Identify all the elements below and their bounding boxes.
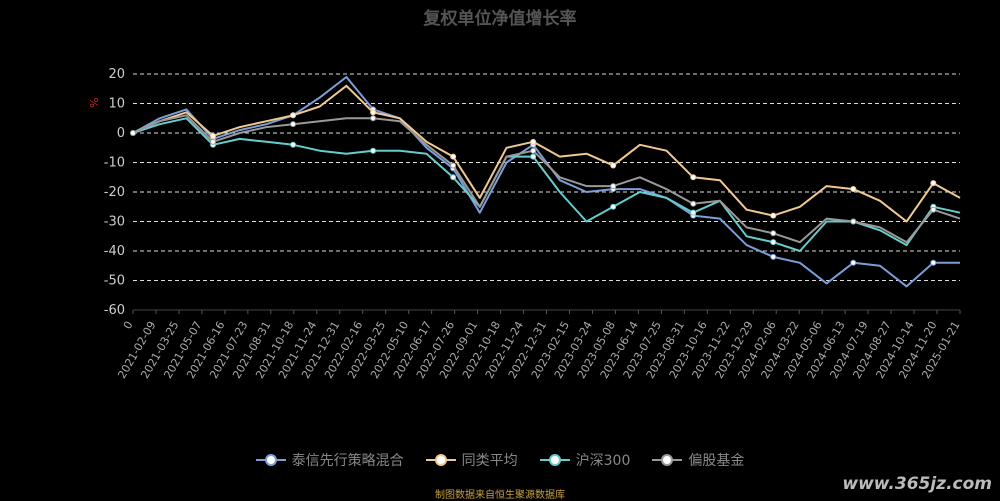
watermark: www.365jz.com <box>842 474 992 494</box>
series-point-3 <box>210 138 217 145</box>
series-point-1 <box>930 180 937 187</box>
y-tick-label: -10 <box>104 156 125 171</box>
series-point-2 <box>370 147 377 154</box>
legend: 泰信先行策略混合 同类平均 沪深300 偏股基金 <box>0 450 1000 470</box>
series-point-1 <box>770 212 777 219</box>
series-point-3 <box>530 147 537 154</box>
series-point-1 <box>450 153 457 160</box>
y-tick-label: 10 <box>108 97 125 112</box>
legend-label-equity-fund: 偏股基金 <box>688 453 745 469</box>
series-point-2 <box>690 209 697 216</box>
legend-item-fund[interactable]: 泰信先行策略混合 <box>255 450 404 470</box>
series-point-3 <box>850 218 857 225</box>
legend-swatch-fund <box>255 454 286 466</box>
legend-item-csi300[interactable]: 沪深300 <box>539 450 631 470</box>
series-point-2 <box>770 239 777 246</box>
series-point-2 <box>450 174 457 181</box>
series-point-1 <box>290 112 297 119</box>
legend-label-fund: 泰信先行策略混合 <box>291 453 404 469</box>
series-point-2 <box>530 153 537 160</box>
y-tick-label: 0 <box>117 126 125 141</box>
y-tick-label: -50 <box>104 274 125 289</box>
series-point-3 <box>370 115 377 122</box>
y-tick-label: -40 <box>104 244 125 259</box>
series-point-2 <box>610 203 617 210</box>
series-point-0 <box>850 259 857 266</box>
y-tick-label: -60 <box>104 303 125 318</box>
series-point-1 <box>530 138 537 145</box>
series-point-2 <box>290 141 297 148</box>
legend-item-peer-average[interactable]: 同类平均 <box>425 450 518 470</box>
series-point-3 <box>930 206 937 213</box>
series-line-2 <box>132 117 961 252</box>
series-point-3 <box>290 121 297 128</box>
legend-swatch-csi300 <box>539 454 570 466</box>
legend-label-peer-average: 同类平均 <box>461 453 518 469</box>
series-line-3 <box>132 114 961 244</box>
legend-swatch-equity-fund <box>652 454 683 466</box>
series-point-3 <box>610 183 617 190</box>
series-point-1 <box>210 132 217 139</box>
y-tick-label: -30 <box>104 215 125 230</box>
series-point-3 <box>130 130 136 136</box>
series-point-0 <box>930 259 937 266</box>
y-axis-label: % <box>88 98 101 108</box>
legend-label-csi300: 沪深300 <box>575 453 631 469</box>
series-point-3 <box>690 200 697 207</box>
y-tick-label: -20 <box>104 185 125 200</box>
x-tick-label: 0 <box>121 319 136 332</box>
source-note: 制图数据来自恒生聚源数据库 <box>435 490 565 501</box>
series-line-0 <box>132 76 960 288</box>
y-tick-label: 20 <box>108 67 125 82</box>
chart-title: 复权单位净值增长率 <box>423 9 577 29</box>
series-point-1 <box>690 174 697 181</box>
legend-item-equity-fund[interactable]: 偏股基金 <box>652 450 744 470</box>
series-point-0 <box>770 253 777 260</box>
series-line-1 <box>132 84 961 223</box>
legend-swatch-peer-average <box>425 454 456 466</box>
series-point-1 <box>370 109 377 116</box>
series-point-3 <box>770 230 777 237</box>
series-point-1 <box>610 162 617 169</box>
series-point-3 <box>450 162 457 169</box>
series-point-1 <box>850 186 857 193</box>
